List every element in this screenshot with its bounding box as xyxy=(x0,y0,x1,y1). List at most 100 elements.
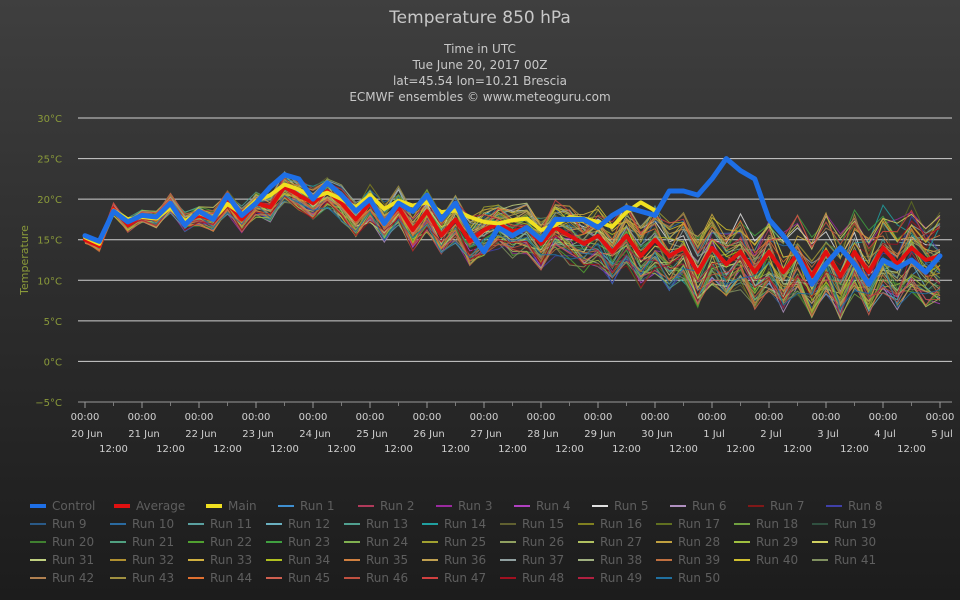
legend-label: Run 20 xyxy=(52,535,94,549)
legend-item[interactable]: Run 20 xyxy=(30,535,94,549)
legend-item[interactable]: Run 33 xyxy=(188,553,252,567)
legend-item[interactable]: Run 37 xyxy=(500,553,564,567)
x-tick-date: 22 Jun xyxy=(185,429,217,440)
subtitle-time: Time in UTC xyxy=(444,42,516,56)
legend-item[interactable]: Run 48 xyxy=(500,571,564,585)
legend-item[interactable]: Run 13 xyxy=(344,517,408,531)
legend-item[interactable]: Control xyxy=(30,499,95,513)
y-tick-label: 30°C xyxy=(37,114,62,125)
legend-label: Run 49 xyxy=(600,571,642,585)
x-tick-date: 3 Jul xyxy=(817,429,839,440)
legend-label: Run 40 xyxy=(756,553,798,567)
legend-label: Run 23 xyxy=(288,535,330,549)
legend-item[interactable]: Main xyxy=(206,499,257,513)
legend-item[interactable]: Run 32 xyxy=(110,553,174,567)
x-tick-date: 26 Jun xyxy=(413,429,445,440)
series-line-control[interactable] xyxy=(82,156,943,287)
legend-label: Run 14 xyxy=(444,517,486,531)
x-tick-time: 00:00 xyxy=(812,412,841,423)
legend-label: Run 21 xyxy=(132,535,174,549)
x-tick-date: 23 Jun xyxy=(242,429,274,440)
legend-item[interactable]: Run 29 xyxy=(734,535,798,549)
x-tick-minor-label: 12:00 xyxy=(612,444,641,455)
legend-item[interactable]: Run 5 xyxy=(592,499,648,513)
legend-item[interactable]: Run 39 xyxy=(656,553,720,567)
legend-item[interactable]: Run 50 xyxy=(656,571,720,585)
legend-item[interactable]: Run 11 xyxy=(188,517,252,531)
legend-label: Run 29 xyxy=(756,535,798,549)
legend-item[interactable]: Run 26 xyxy=(500,535,564,549)
legend-item[interactable]: Run 1 xyxy=(278,499,334,513)
legend-item[interactable]: Run 44 xyxy=(188,571,252,585)
legend-item[interactable]: Run 16 xyxy=(578,517,642,531)
x-tick-minor-label: 12:00 xyxy=(726,444,755,455)
legend-item[interactable]: Run 8 xyxy=(826,499,882,513)
legend-item[interactable]: Run 35 xyxy=(344,553,408,567)
x-tick-time: 00:00 xyxy=(470,412,499,423)
legend-item[interactable]: Run 6 xyxy=(670,499,726,513)
x-tick-minor-label: 12:00 xyxy=(384,444,413,455)
legend-item[interactable]: Run 38 xyxy=(578,553,642,567)
legend-item[interactable]: Run 28 xyxy=(656,535,720,549)
legend-item[interactable]: Run 40 xyxy=(734,553,798,567)
legend-label: Run 32 xyxy=(132,553,174,567)
legend-item[interactable]: Run 4 xyxy=(514,499,570,513)
legend-item[interactable]: Run 27 xyxy=(578,535,642,549)
x-tick-minor-label: 12:00 xyxy=(555,444,584,455)
y-tick-label: 0°C xyxy=(44,357,62,368)
x-tick-time: 00:00 xyxy=(128,412,157,423)
y-tick-label: 15°C xyxy=(37,236,62,247)
legend-label: Run 1 xyxy=(300,499,334,513)
legend-item[interactable]: Run 7 xyxy=(748,499,804,513)
ensemble-run-line xyxy=(84,174,941,318)
legend-item[interactable]: Run 31 xyxy=(30,553,94,567)
x-tick-minor-label: 12:00 xyxy=(840,444,869,455)
legend-item[interactable]: Run 21 xyxy=(110,535,174,549)
subtitle-credit: ECMWF ensembles © www.meteoguru.com xyxy=(349,90,611,104)
legend-item[interactable]: Run 36 xyxy=(422,553,486,567)
x-tick-minor-label: 12:00 xyxy=(441,444,470,455)
legend-item[interactable]: Run 22 xyxy=(188,535,252,549)
legend-item[interactable]: Run 43 xyxy=(110,571,174,585)
legend-item[interactable]: Average xyxy=(114,499,185,513)
legend-label: Run 8 xyxy=(848,499,882,513)
legend-item[interactable]: Run 23 xyxy=(266,535,330,549)
legend-item[interactable]: Run 30 xyxy=(812,535,876,549)
legend-label: Run 50 xyxy=(678,571,720,585)
legend-item[interactable]: Run 19 xyxy=(812,517,876,531)
legend-label: Run 41 xyxy=(834,553,876,567)
legend-item[interactable]: Run 18 xyxy=(734,517,798,531)
legend-item[interactable]: Run 24 xyxy=(344,535,408,549)
legend-item[interactable]: Run 3 xyxy=(436,499,492,513)
legend-item[interactable]: Run 15 xyxy=(500,517,564,531)
x-tick-date: 25 Jun xyxy=(356,429,388,440)
legend-item[interactable]: Run 47 xyxy=(422,571,486,585)
legend-label: Run 12 xyxy=(288,517,330,531)
legend-item[interactable]: Run 10 xyxy=(110,517,174,531)
subtitle-location: lat=45.54 lon=10.21 Brescia xyxy=(393,74,567,88)
legend-label: Run 5 xyxy=(614,499,648,513)
legend-label: Run 42 xyxy=(52,571,94,585)
x-tick-time: 00:00 xyxy=(584,412,613,423)
chart-title: Temperature 850 hPa xyxy=(389,8,571,28)
legend-item[interactable]: Run 34 xyxy=(266,553,330,567)
legend-label: Run 35 xyxy=(366,553,408,567)
legend-item[interactable]: Run 45 xyxy=(266,571,330,585)
x-tick-time: 00:00 xyxy=(242,412,271,423)
y-axis: −5°C 0°C 5°C 10°C 15°C 20°C 25°C 30°C xyxy=(35,114,62,409)
x-tick-minor-label: 12:00 xyxy=(213,444,242,455)
x-tick-time: 00:00 xyxy=(641,412,670,423)
legend-item[interactable]: Run 42 xyxy=(30,571,94,585)
legend-item[interactable]: Run 12 xyxy=(266,517,330,531)
legend-item[interactable]: Run 2 xyxy=(358,499,414,513)
legend-label: Run 17 xyxy=(678,517,720,531)
legend-item[interactable]: Run 14 xyxy=(422,517,486,531)
legend-label: Run 37 xyxy=(522,553,564,567)
legend-item[interactable]: Run 49 xyxy=(578,571,642,585)
legend-item[interactable]: Run 46 xyxy=(344,571,408,585)
legend-item[interactable]: Run 9 xyxy=(30,517,86,531)
x-tick-minor-label: 12:00 xyxy=(99,444,128,455)
legend-item[interactable]: Run 17 xyxy=(656,517,720,531)
legend-item[interactable]: Run 25 xyxy=(422,535,486,549)
legend-item[interactable]: Run 41 xyxy=(812,553,876,567)
